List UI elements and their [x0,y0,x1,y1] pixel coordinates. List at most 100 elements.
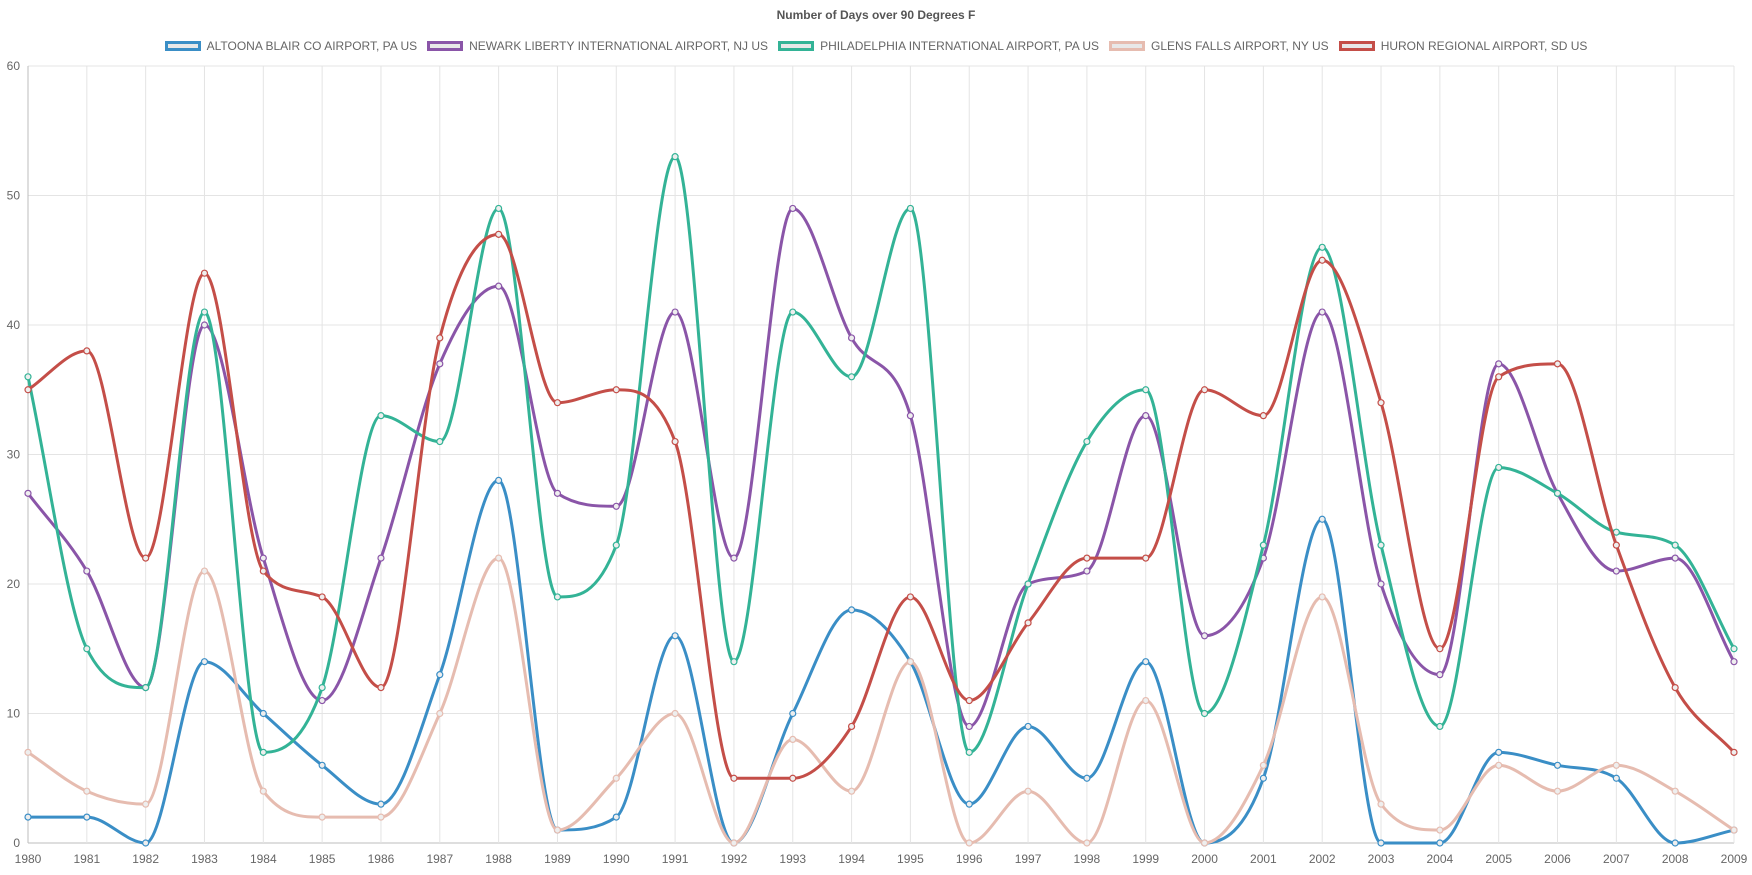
data-point-altoona [1259,774,1267,782]
data-point-altoona [1083,774,1091,782]
data-point-newark [318,696,326,705]
y-tick-label: 60 [7,59,21,73]
data-point-philadelphia [259,748,267,756]
legend-item-altoona[interactable]: ALTOONA BLAIR CO AIRPORT, PA US [164,39,417,53]
data-point-glens-falls [1083,839,1091,847]
data-point-newark [1671,554,1679,562]
legend-label: PHILADELPHIA INTERNATIONAL AIRPORT, PA U… [820,39,1100,53]
legend: ALTOONA BLAIR CO AIRPORT, PA US NEWARK L… [0,39,1752,53]
data-point-huron [1318,256,1326,264]
x-tick-label: 2004 [1427,852,1454,866]
data-point-philadelphia [906,204,915,213]
data-point-glens-falls [553,826,562,834]
x-tick-label: 1982 [132,852,159,866]
data-point-newark [730,554,738,562]
data-point-newark [847,334,856,342]
data-point-huron [671,437,679,446]
x-tick-label: 1983 [191,852,218,866]
data-point-altoona [671,632,679,640]
data-point-altoona [24,813,32,821]
data-point-newark [436,360,444,368]
data-point-altoona [1553,761,1562,769]
data-point-glens-falls [1377,800,1385,808]
data-point-newark [495,282,503,290]
x-tick-label: 1980 [15,852,42,866]
data-point-huron [1200,386,1209,394]
data-point-philadelphia [1142,386,1150,394]
data-point-huron [847,722,856,731]
data-point-philadelphia [436,437,444,446]
legend-swatch [427,41,464,51]
x-tick-label: 2000 [1191,852,1218,866]
y-tick-label: 50 [7,189,21,203]
data-point-philadelphia [142,683,150,692]
data-point-newark [906,412,915,420]
data-point-newark [1318,308,1326,316]
data-point-newark [1142,412,1150,420]
data-point-altoona [200,658,209,666]
x-tick-label: 2009 [1721,852,1748,866]
data-point-huron [1142,554,1150,562]
data-point-newark [1730,658,1738,666]
y-tick-label: 30 [7,448,21,462]
data-point-huron [553,399,562,407]
chart-title: Number of Days over 90 Degrees F [776,8,976,22]
x-tick-label: 1988 [485,852,512,866]
data-point-huron [789,774,797,782]
data-point-philadelphia [1671,541,1679,549]
legend-swatch [1109,41,1146,51]
y-tick-label: 0 [13,836,20,850]
data-point-huron [1083,554,1091,562]
x-tick-label: 1985 [309,852,336,866]
data-point-newark [1200,632,1209,640]
legend-item-huron[interactable]: HURON REGIONAL AIRPORT, SD US [1338,39,1588,53]
data-point-glens-falls [789,735,797,744]
data-point-altoona [1142,658,1150,666]
legend-label: HURON REGIONAL AIRPORT, SD US [1380,39,1588,53]
y-tick-label: 20 [7,577,21,591]
series-line-huron [26,232,1736,780]
data-point-philadelphia [1730,645,1738,653]
data-point-glens-falls [1024,787,1032,795]
x-tick-label: 1996 [956,852,983,866]
data-point-glens-falls [1142,696,1150,705]
legend-swatch [1338,41,1375,51]
data-point-philadelphia [730,658,738,666]
series-line-glens-falls [26,556,1736,845]
data-point-glens-falls [436,709,444,718]
data-point-newark [671,308,679,316]
x-tick-label: 2001 [1250,852,1277,866]
data-point-altoona [1612,774,1620,782]
x-tick-label: 1989 [544,852,571,866]
data-point-philadelphia [1495,463,1503,472]
data-point-philadelphia [965,748,973,756]
data-point-huron [200,269,209,277]
data-point-newark [83,567,91,575]
data-point-huron [1612,541,1620,549]
x-tick-label: 2002 [1309,852,1336,866]
x-tick-label: 2008 [1662,852,1689,866]
data-point-huron [1024,619,1032,627]
x-tick-label: 2006 [1544,852,1571,866]
data-point-philadelphia [495,204,503,213]
x-tick-label: 1987 [426,852,453,866]
data-point-philadelphia [1318,243,1326,251]
data-point-huron [612,386,620,394]
data-point-newark [377,554,385,562]
data-point-huron [1436,645,1444,653]
legend-item-newark[interactable]: NEWARK LIBERTY INTERNATIONAL AIRPORT, NJ… [427,39,768,53]
legend-item-philadelphia[interactable]: PHILADELPHIA INTERNATIONAL AIRPORT, PA U… [778,39,1099,53]
data-point-huron [259,567,267,575]
data-point-glens-falls [318,813,326,821]
data-point-glens-falls [1200,839,1209,847]
data-point-philadelphia [1553,489,1562,497]
data-point-philadelphia [1436,722,1444,731]
data-point-newark [789,204,797,213]
data-point-newark [1612,567,1620,575]
x-tick-label: 1984 [250,852,277,866]
legend-item-glens-falls[interactable]: GLENS FALLS AIRPORT, NY US [1109,39,1329,53]
data-point-altoona [318,761,326,769]
data-point-altoona [1318,515,1326,523]
data-point-philadelphia [24,373,32,381]
